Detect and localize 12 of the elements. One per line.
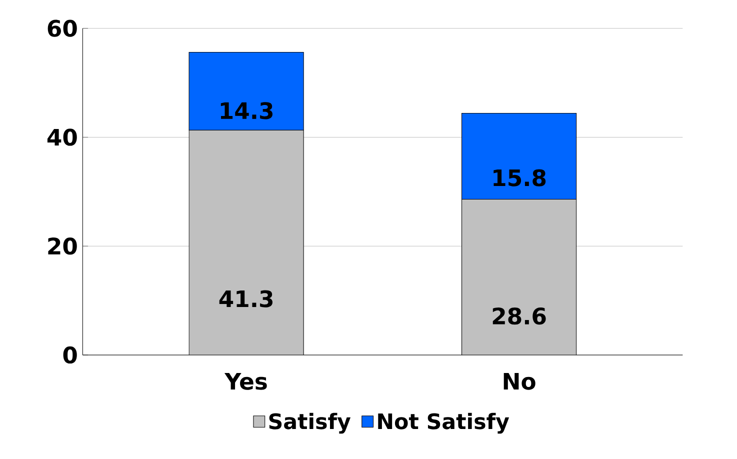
data-label: 14.3	[220, 102, 272, 120]
legend-label: Satisfy	[269, 412, 351, 434]
data-label: 41.3	[219, 290, 272, 308]
y-tick-label: 40	[47, 128, 77, 146]
y-tick-label: 0	[63, 346, 77, 364]
data-label: 15.8	[494, 169, 546, 186]
data-label: 28.6	[492, 307, 546, 325]
y-tick-label: 60	[48, 20, 77, 37]
x-tick-label: No	[504, 373, 536, 390]
y-tick-label: 20	[48, 238, 77, 255]
x-tick-label: Yes	[224, 373, 267, 390]
legend-label: Not Satisfy	[378, 412, 510, 434]
